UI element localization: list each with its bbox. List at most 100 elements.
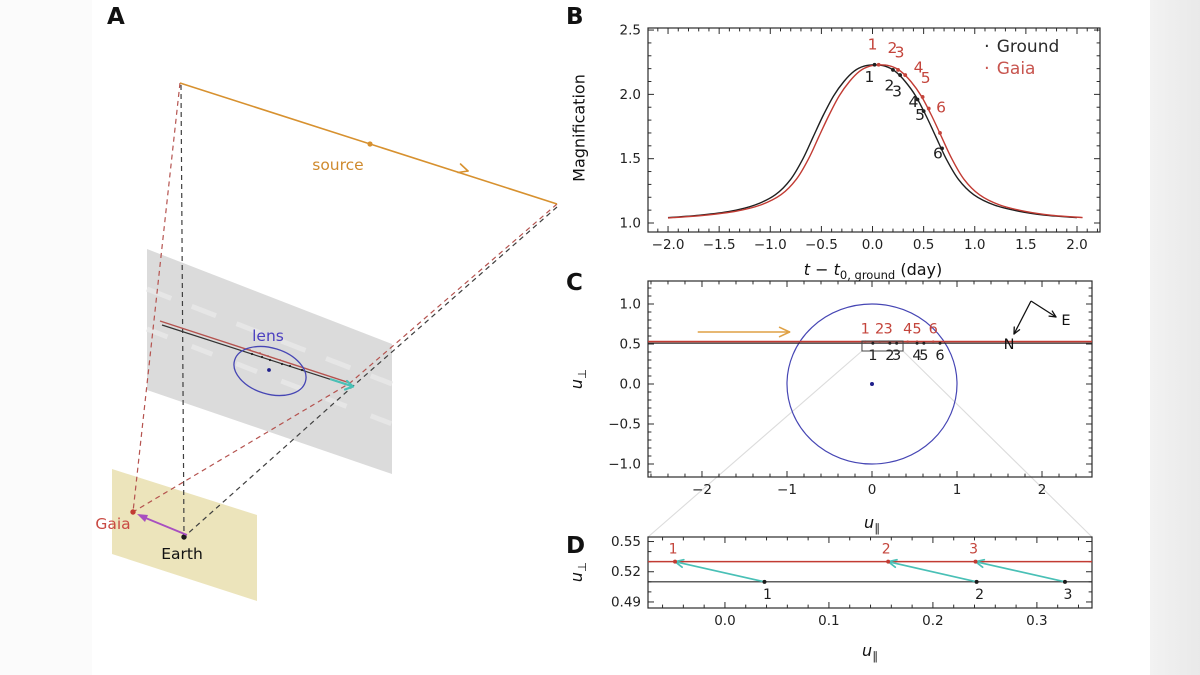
- d-x-label-sub: ∥: [872, 649, 878, 664]
- svg-text:−1.0: −1.0: [754, 237, 787, 253]
- svg-text:3: 3: [1064, 587, 1073, 603]
- earth-dot: [181, 534, 187, 540]
- svg-text:2: 2: [882, 542, 891, 558]
- svg-text:1: 1: [763, 587, 772, 603]
- svg-text:3: 3: [892, 82, 902, 100]
- svg-text:−2.0: −2.0: [652, 237, 685, 253]
- d-y-label-sub: ⊥: [575, 561, 590, 572]
- svg-text:6: 6: [935, 348, 944, 364]
- b-x-label-sub: 0, ground: [839, 268, 896, 283]
- svg-text:0.3: 0.3: [1026, 613, 1047, 629]
- source-dot: [367, 141, 373, 147]
- legend-label-gaia: Gaia: [996, 59, 1036, 79]
- b-x-axis-label: t − t0, ground (day): [804, 260, 942, 282]
- b-x-label-var2: t: [833, 259, 840, 279]
- svg-text:−1.0: −1.0: [608, 457, 641, 473]
- panel-letter-c: C: [566, 270, 583, 296]
- epoch-markers-c: 1 2 3 4 5 61 23 45 6: [861, 322, 945, 365]
- svg-text:3: 3: [969, 542, 978, 558]
- svg-text:5: 5: [915, 106, 925, 124]
- svg-text:0.2: 0.2: [922, 613, 943, 629]
- legend-label-ground: Ground: [996, 37, 1060, 57]
- legend-row-ground: · Ground: [984, 36, 1059, 58]
- source-label: source: [312, 156, 363, 174]
- svg-text:1.5: 1.5: [620, 151, 641, 167]
- legend-dot-ground-icon: ·: [984, 36, 990, 57]
- svg-text:0.5: 0.5: [620, 337, 641, 353]
- svg-text:3: 3: [892, 348, 901, 364]
- ground-projected-trajectory: [161, 324, 352, 387]
- svg-text:0.55: 0.55: [611, 534, 641, 550]
- svg-text:E: E: [1061, 313, 1070, 329]
- svg-text:−2: −2: [692, 482, 712, 498]
- svg-text:4: 4: [914, 59, 924, 77]
- c-x-label-sub: ∥: [874, 521, 880, 536]
- svg-text:5: 5: [919, 348, 928, 364]
- source-arrow-icon: [459, 163, 469, 172]
- panel-c-plot: −2 −1 0 1 21.00.50.0−0.5−1.01 2 3 4 5 61 23 45 6NE: [608, 280, 1093, 498]
- curve-ground: [667, 64, 1078, 219]
- panel-b-plot: −2.0 −1.5 −1.0 −0.5 0.0 0.5 1.0 1.5 2.0 1.0 1.5 2.0…: [620, 23, 1101, 253]
- lens-plane: [147, 249, 392, 474]
- legend-dot-gaia-icon: ·: [984, 58, 990, 79]
- legend-row-gaia: · Gaia: [984, 58, 1059, 80]
- svg-text:4: 4: [908, 93, 918, 111]
- svg-text:0.0: 0.0: [714, 613, 735, 629]
- earth-to-gaia-arrow-head-icon: [137, 514, 148, 522]
- svg-text:3: 3: [884, 322, 893, 338]
- earth-label: Earth: [161, 545, 203, 563]
- panel-B-frame: [647, 27, 1101, 233]
- svg-text:1.5: 1.5: [1015, 237, 1036, 253]
- svg-text:0.52: 0.52: [611, 564, 641, 580]
- svg-text:2: 2: [888, 39, 898, 57]
- svg-text:0.5: 0.5: [913, 237, 934, 253]
- panel-D-frame: [647, 536, 1093, 609]
- epoch-markers-d: 1 1 2 2 3 3: [669, 542, 1073, 603]
- svg-text:6: 6: [929, 322, 938, 338]
- svg-text:2.0: 2.0: [1066, 237, 1087, 253]
- panel-a-diagram: source lens Gaia Earth: [95, 82, 558, 601]
- svg-text:1: 1: [861, 322, 870, 338]
- b-x-label-var: t: [803, 259, 811, 279]
- source-motion-arrow: [697, 326, 791, 338]
- einstein-ring: [786, 303, 958, 465]
- svg-text:2.0: 2.0: [620, 87, 641, 103]
- zoom-connector-lines: [647, 350, 1093, 538]
- cyan-direction-arrow-head-icon: [345, 379, 355, 388]
- svg-text:0: 0: [868, 482, 877, 498]
- svg-text:4: 4: [912, 348, 921, 364]
- panel-letter-a: A: [107, 4, 125, 30]
- svg-text:N: N: [1004, 337, 1015, 353]
- c-y-axis-label: u⊥: [567, 369, 589, 389]
- svg-text:−0.5: −0.5: [608, 417, 641, 433]
- c-x-axis-label: u∥: [864, 513, 880, 535]
- svg-text:1: 1: [868, 348, 877, 364]
- svg-text:0.0: 0.0: [620, 377, 641, 393]
- svg-text:2: 2: [875, 322, 884, 338]
- d-y-label-var: u: [566, 571, 586, 583]
- panel-letter-b: B: [566, 4, 584, 30]
- source-arrow-icon: [457, 170, 469, 174]
- einstein-ring-ellipse: [233, 345, 307, 397]
- d-y-axis-label: u⊥: [567, 562, 589, 582]
- lens-label: lens: [252, 327, 284, 345]
- svg-text:2.5: 2.5: [620, 23, 641, 39]
- svg-text:3: 3: [895, 44, 905, 62]
- legend: · Ground · Gaia: [984, 36, 1059, 80]
- svg-text:1: 1: [669, 542, 678, 558]
- curve-gaia: [667, 64, 1083, 219]
- svg-text:0.0: 0.0: [862, 237, 883, 253]
- right-margin-band: [1150, 0, 1200, 675]
- svg-text:4: 4: [903, 322, 912, 338]
- lens-dot: [267, 368, 271, 372]
- svg-text:6: 6: [936, 98, 946, 116]
- earth-to-gaia-arrow: [141, 515, 188, 536]
- panel-C-frame: [647, 280, 1093, 478]
- gaia-dot: [130, 509, 136, 515]
- compass-icon: NE: [1004, 300, 1071, 353]
- b-x-label-unit: (day): [895, 259, 943, 279]
- svg-text:1: 1: [953, 482, 962, 498]
- svg-text:1.0: 1.0: [620, 297, 641, 313]
